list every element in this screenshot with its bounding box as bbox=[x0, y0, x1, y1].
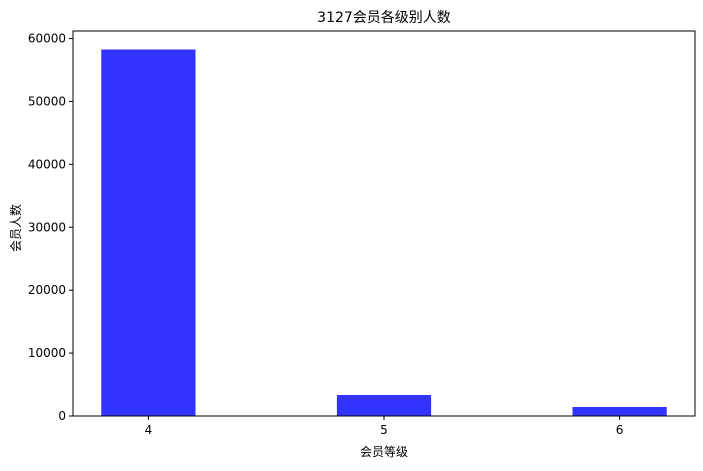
bar-level-5 bbox=[336, 394, 432, 416]
bar-level-6 bbox=[572, 407, 667, 416]
x-axis-label: 会员等级 bbox=[360, 445, 408, 459]
y-tick-label: 0 bbox=[58, 409, 66, 423]
x-tick-label: 6 bbox=[616, 423, 624, 437]
y-tick-label: 30000 bbox=[28, 220, 66, 234]
y-tick-label: 50000 bbox=[28, 94, 66, 108]
chart-title: 3127会员各级别人数 bbox=[317, 10, 451, 26]
y-tick-label: 10000 bbox=[28, 346, 66, 360]
y-tick-label: 40000 bbox=[28, 157, 66, 171]
y-axis-label: 会员人数 bbox=[8, 204, 23, 252]
y-tick-label: 60000 bbox=[28, 32, 66, 46]
y-tick-label: 20000 bbox=[28, 283, 66, 297]
bar-level-4 bbox=[101, 49, 196, 417]
x-tick-label: 5 bbox=[380, 423, 388, 437]
plot-frame bbox=[72, 30, 696, 417]
x-tick-label: 4 bbox=[145, 423, 153, 437]
